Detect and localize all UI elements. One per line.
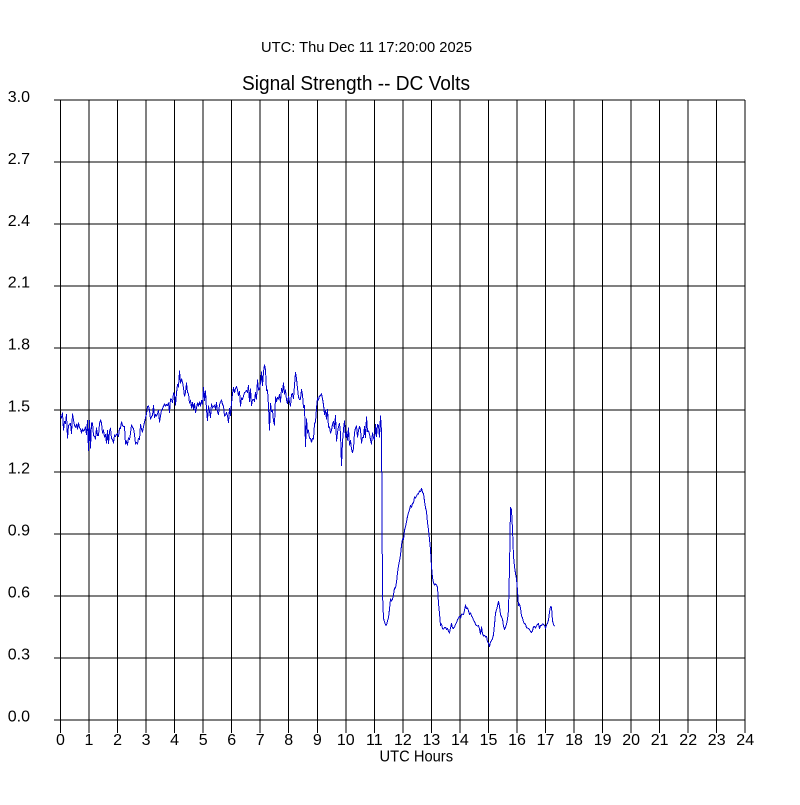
svg-text:0: 0: [56, 732, 65, 749]
svg-text:14: 14: [451, 732, 469, 749]
svg-text:11: 11: [366, 732, 383, 749]
svg-text:1.5: 1.5: [8, 399, 30, 416]
svg-text:6: 6: [227, 732, 236, 749]
svg-text:9: 9: [313, 732, 322, 749]
svg-text:23: 23: [708, 732, 726, 749]
svg-text:13: 13: [423, 732, 441, 749]
svg-text:12: 12: [394, 732, 412, 749]
svg-text:0.6: 0.6: [8, 585, 30, 602]
svg-text:UTC: Thu Dec 11 17:20:00 2025: UTC: Thu Dec 11 17:20:00 2025: [261, 39, 472, 56]
svg-text:8: 8: [284, 732, 293, 749]
svg-text:16: 16: [508, 732, 526, 749]
svg-text:3.0: 3.0: [8, 89, 30, 106]
svg-text:3: 3: [142, 732, 151, 749]
svg-text:15: 15: [480, 732, 498, 749]
svg-text:2.7: 2.7: [8, 151, 30, 168]
svg-text:17: 17: [537, 732, 555, 749]
svg-text:20: 20: [622, 732, 640, 749]
svg-text:19: 19: [594, 732, 612, 749]
svg-text:UTC Hours: UTC Hours: [380, 749, 454, 766]
svg-text:1: 1: [85, 732, 94, 749]
svg-text:1.8: 1.8: [8, 337, 30, 354]
svg-text:2.4: 2.4: [8, 213, 30, 230]
svg-text:22: 22: [679, 732, 697, 749]
svg-text:0.0: 0.0: [8, 709, 30, 726]
svg-text:0.3: 0.3: [8, 647, 30, 664]
svg-text:Signal Strength -- DC Volts: Signal Strength -- DC Volts: [242, 73, 470, 95]
svg-text:18: 18: [565, 732, 583, 749]
svg-text:21: 21: [651, 732, 669, 749]
svg-text:2: 2: [113, 732, 122, 749]
svg-text:5: 5: [199, 732, 208, 749]
svg-text:0.9: 0.9: [8, 523, 30, 540]
svg-text:7: 7: [256, 732, 265, 749]
svg-text:1.2: 1.2: [8, 461, 30, 478]
svg-text:2.1: 2.1: [8, 275, 30, 292]
svg-text:4: 4: [170, 732, 179, 749]
svg-text:10: 10: [337, 732, 355, 749]
svg-text:24: 24: [736, 732, 754, 749]
